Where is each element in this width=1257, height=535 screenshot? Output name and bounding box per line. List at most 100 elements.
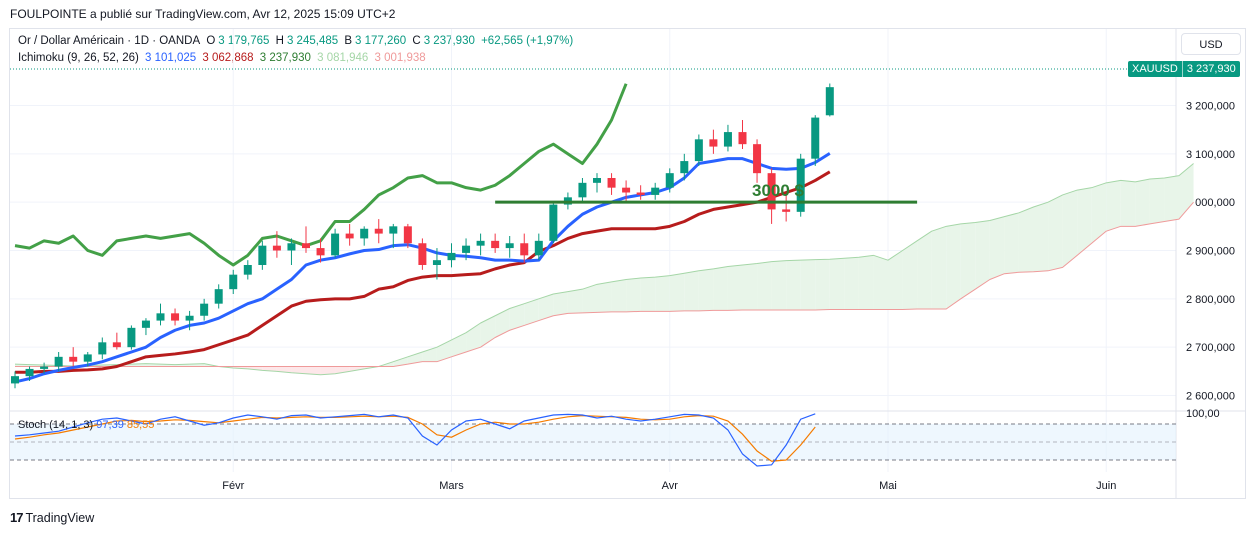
y-tick-label: 3 100,000 [1186,149,1235,161]
ichimoku-cloud-segment [626,278,641,312]
candle-body [287,243,296,251]
ichimoku-cloud-segment [407,352,423,365]
ichimoku-cloud-segment [713,266,728,311]
candle-body [331,233,340,256]
candle-body [272,245,281,251]
ichimoku-cloud-segment [873,255,888,310]
ichimoku-cloud-segment [1048,194,1063,271]
candle-body [651,187,660,195]
candle-body [534,240,543,256]
ichimoku-cloud-segment [1164,175,1179,222]
candle-body [476,240,485,246]
ichimoku-cloud-segment [553,291,568,316]
candle-body [98,342,107,355]
ichimoku-cloud-segment [946,223,961,309]
x-tick-label: Mars [439,480,464,492]
x-tick-label: Avr [662,480,679,492]
candle-body [462,245,471,253]
currency-button[interactable]: USD [1181,33,1241,55]
ichimoku-cloud-segment [451,332,467,357]
high-value: 3 245,485 [286,35,339,47]
candle-body [505,243,514,249]
candle-body [811,117,820,159]
stoch-k-line [14,413,816,467]
candle-body [825,87,834,116]
ichimoku-tenkan-value: 3 101,025 [145,52,197,64]
stoch-tick-label: 100,00 [1186,408,1220,420]
ichimoku-cloud-segment [1179,163,1194,220]
ichimoku-cloud-segment [247,366,263,371]
ichimoku-legend: Ichimoku (9, 26, 52, 26) 3 101,025 3 062… [18,52,429,64]
candle-body [578,182,587,198]
candle-body [243,265,252,275]
ichimoku-chikou-value: 3 237,930 [259,52,311,64]
y-tick-label: 2 900,000 [1186,246,1235,258]
ichimoku-cloud-segment [524,298,539,326]
ichimoku-cloud-segment [669,273,685,312]
candle-body [738,132,747,145]
open-label: O [206,35,216,47]
candle-body [83,354,92,362]
candle-body [374,228,383,234]
x-tick-label: Juin [1096,480,1116,492]
ichimoku-label[interactable]: Ichimoku (9, 26, 52, 26) [18,52,139,64]
close-value: 3 237,930 [423,35,475,47]
ichimoku-cloud-segment [495,308,510,338]
stoch-label[interactable]: Stoch (14, 1, 3) [18,419,94,431]
ichimoku-cloud-segment [771,260,787,310]
candle-body [258,245,267,265]
candle-body [127,327,136,348]
ichimoku-span-a-line [14,163,1194,376]
ichimoku-cloud-segment [1033,202,1049,272]
ichimoku-span-a-value: 3 081,946 [317,52,369,64]
candle-body [403,226,412,244]
published-by: FOULPOINTE a publié sur TradingView.com,… [10,7,396,21]
candle-body [636,192,645,195]
stoch-legend: Stoch (14, 1, 3) 97,39 85,55 [18,419,154,431]
y-tick-label: 2 700,000 [1186,342,1235,354]
candle-body [665,173,674,188]
ichimoku-span-b-value: 3 001,938 [374,52,426,64]
tradingview-brand: TradingView [25,510,95,525]
ichimoku-cloud-segment [975,220,990,290]
tradingview-footer[interactable]: 17 TradingView [10,510,94,525]
ichimoku-cloud-segment [902,240,918,310]
low-label: B [344,35,353,47]
candle-body [389,226,398,234]
candle-body [491,240,500,249]
last-price-value: 3 237,930 [1186,63,1236,75]
ichimoku-cloud-segment [611,279,627,312]
ichimoku-cloud-segment [291,366,306,374]
ichimoku-cloud-segment [698,268,714,311]
ichimoku-kijun-line [15,170,831,374]
high-label: H [275,35,284,47]
x-tick-label: Mai [879,480,897,492]
ichimoku-cloud-segment [1091,182,1107,244]
ichimoku-cloud-segment [989,216,1005,280]
ichimoku-cloud-segment [393,356,408,367]
ichimoku-cloud-segment [582,284,597,313]
symbol-title[interactable]: Or / Dollar Américain · 1D · OANDA [18,35,201,47]
ichimoku-span-b-line [15,201,1194,367]
ichimoku-cloud-segment [597,281,612,313]
ichimoku-cloud-segment [960,222,976,299]
ichimoku-cloud-segment [1062,190,1078,268]
candle-body [112,342,121,348]
candle-body [11,376,19,384]
ichimoku-cloud-segment [1135,178,1150,227]
candle-body [40,366,49,369]
stoch-k-value: 97,39 [96,419,124,431]
ichimoku-cloud-segment [844,257,859,310]
ichimoku-cloud-segment [742,263,758,310]
ichimoku-cloud-segment [1120,180,1136,227]
ichimoku-cloud-segment [567,289,583,314]
ichimoku-cloud-segment [1149,178,1165,224]
ichimoku-cloud-segment [1106,180,1121,232]
ichimoku-cloud-segment [349,366,365,372]
candle-body [432,260,441,265]
candle-body [54,356,63,367]
ichimoku-cloud-segment [509,303,525,331]
candle-body [447,252,456,261]
tradingview-logo-icon: 17 [10,510,24,525]
